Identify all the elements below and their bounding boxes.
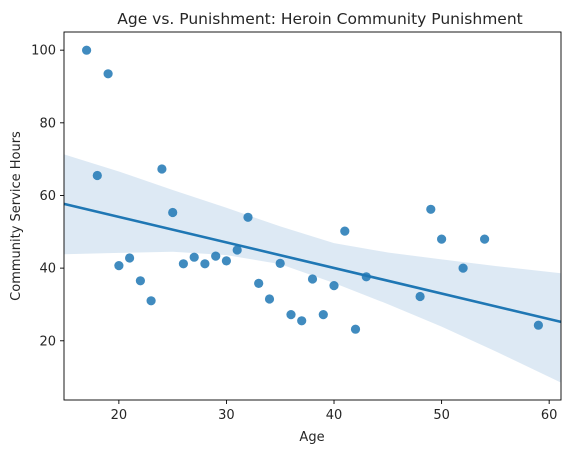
data-point: [533, 320, 544, 330]
data-point: [146, 296, 156, 306]
x-tick-label: 30: [218, 408, 235, 423]
data-point: [82, 45, 92, 55]
data-point: [189, 252, 199, 262]
plot-frame: [63, 31, 562, 401]
regression-line-layer: [63, 202, 562, 324]
data-point: [458, 263, 468, 273]
data-point: [286, 310, 296, 320]
y-tick-label: 60: [39, 189, 56, 204]
y-tick-label: 40: [39, 262, 56, 277]
data-point: [211, 251, 221, 261]
data-point: [168, 207, 178, 218]
data-point: [157, 164, 167, 174]
x-tick-label: 20: [111, 408, 128, 423]
data-points-layer: [82, 45, 544, 334]
confidence-band: [64, 154, 561, 383]
chart-title: Age vs. Punishment: Heroin Community Pun…: [117, 10, 522, 28]
data-point: [340, 226, 350, 236]
data-point: [350, 324, 361, 334]
data-point: [297, 316, 307, 326]
data-point: [254, 278, 264, 288]
x-tick-label: 50: [433, 408, 450, 423]
x-tick-label: 60: [541, 408, 558, 423]
confidence-band-layer: [64, 154, 561, 383]
y-axis-label: Community Service Hours: [9, 131, 24, 301]
data-point: [103, 69, 113, 79]
data-point: [415, 291, 425, 302]
y-tick-label: 80: [39, 116, 56, 131]
data-point: [243, 212, 253, 222]
data-point: [329, 281, 339, 291]
data-point: [275, 258, 285, 268]
y-tick-label: 100: [31, 44, 56, 59]
data-point: [125, 253, 135, 263]
data-point: [480, 234, 490, 244]
y-tick-label: 20: [39, 334, 56, 349]
y-axis-ticks: 20 40 60 80 100: [31, 44, 64, 349]
data-point: [114, 261, 124, 271]
data-point: [178, 259, 188, 269]
data-point: [232, 245, 242, 255]
data-point: [437, 234, 447, 244]
x-axis-ticks: 20 30 40 50 60: [111, 400, 558, 423]
data-point: [92, 170, 102, 181]
data-point: [221, 256, 231, 266]
x-tick-label: 40: [326, 408, 343, 423]
regression-line: [63, 202, 562, 324]
data-point: [307, 274, 318, 284]
data-point: [426, 204, 436, 214]
data-point: [318, 310, 328, 320]
x-axis-label: Age: [299, 430, 324, 445]
data-point: [135, 276, 145, 286]
data-point: [264, 294, 275, 304]
data-point: [200, 259, 210, 269]
